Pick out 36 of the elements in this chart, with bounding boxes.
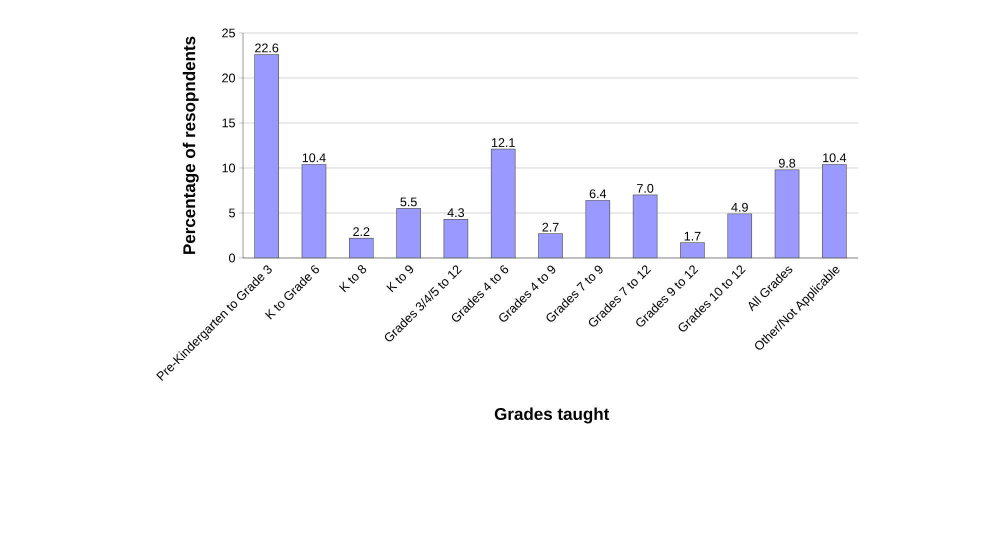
bar <box>680 242 705 258</box>
bar <box>348 238 374 258</box>
y-tick-label: 5 <box>229 208 235 218</box>
data-label: 10.4 <box>302 153 326 162</box>
x-tick-label: K to 8 <box>339 265 366 292</box>
bar <box>774 169 800 258</box>
bar <box>396 208 421 258</box>
bar <box>632 194 658 258</box>
y-tick-label: 15 <box>222 118 235 128</box>
y-tick-label: 20 <box>222 74 236 82</box>
y-tick-label: 0 <box>229 254 236 262</box>
bar <box>490 148 516 258</box>
data-label: 2.7 <box>542 222 559 232</box>
data-label: 1.7 <box>684 232 700 240</box>
data-label: 4.9 <box>731 202 748 212</box>
data-label: 2.2 <box>353 227 370 236</box>
x-tick-label: K to 9 <box>386 265 414 292</box>
data-label: 12.1 <box>492 138 515 147</box>
bar <box>822 164 847 258</box>
bar <box>444 218 468 258</box>
x-axis-title: Grades taught <box>494 408 610 424</box>
data-label: 22.6 <box>255 44 278 52</box>
y-tick-label: 25 <box>222 28 235 38</box>
bar <box>254 54 279 258</box>
bar <box>727 214 752 258</box>
y-tick-label: 10 <box>222 164 236 172</box>
bar <box>302 164 326 258</box>
data-label: 4.3 <box>447 208 464 218</box>
data-label: 5.5 <box>400 198 417 206</box>
data-label: 7.0 <box>637 184 654 193</box>
bar <box>538 233 563 258</box>
bar <box>586 200 610 258</box>
data-label: 6.4 <box>590 189 606 198</box>
data-label: 9.8 <box>778 158 796 168</box>
y-axis-title: Percentage of resopndents <box>182 36 199 254</box>
data-label: 10.4 <box>823 153 846 162</box>
